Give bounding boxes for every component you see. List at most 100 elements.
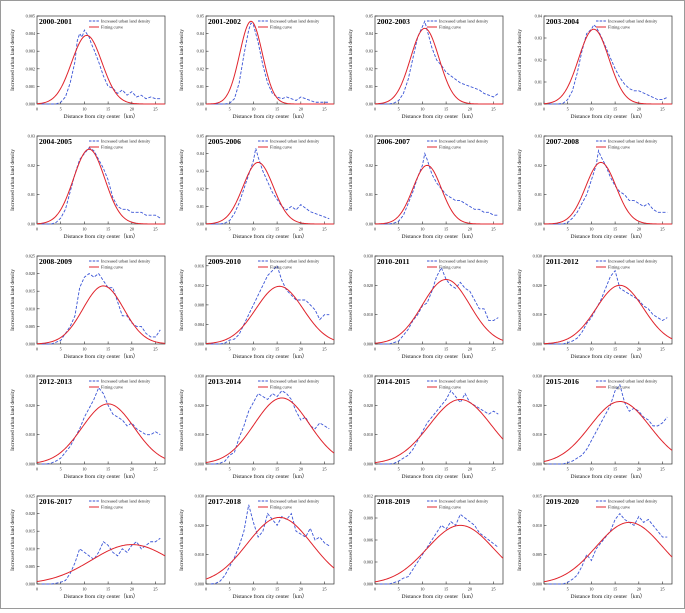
x-tick-label: 15	[613, 227, 617, 232]
y-tick-label: 0.010	[364, 312, 373, 317]
observed-density-line	[210, 504, 330, 585]
x-axis-label: Distance from city center（km）	[570, 353, 645, 360]
y-tick-label: 0.000	[195, 582, 204, 587]
x-axis-label: Distance from city center（km）	[63, 473, 138, 480]
observed-density-line	[41, 537, 161, 585]
x-tick-label: 15	[613, 467, 617, 472]
y-tick-label: 0.010	[533, 523, 542, 528]
x-tick-label: 0	[374, 347, 376, 352]
x-tick-label: 20	[130, 227, 134, 232]
x-tick-label: 0	[36, 467, 38, 472]
x-tick-label: 20	[130, 347, 134, 352]
x-tick-label: 25	[322, 107, 326, 112]
x-tick-label: 15	[444, 587, 448, 592]
fitting-curve-line	[205, 397, 335, 464]
plot-frame	[374, 135, 504, 225]
observed-density-line	[210, 22, 330, 105]
legend-fit-label: Fitting curve	[270, 265, 292, 270]
y-tick-label: 0.03	[28, 134, 35, 139]
legend-observed-label: Increased urban land density	[439, 379, 489, 384]
legend-fit-label: Fitting curve	[608, 505, 630, 510]
chart-panel-2004-2005: 0 5 10 15 20 25 0.00 0.01 0.02 0.03 2004-2005 Incre…	[10, 134, 166, 240]
y-tick-label: 0.02	[28, 163, 35, 168]
x-tick-label: 20	[637, 107, 641, 112]
x-axis-label: Distance from city center（km）	[232, 593, 307, 600]
y-tick-label: 0.010	[195, 552, 204, 557]
x-tick-label: 0	[205, 227, 207, 232]
y-tick-label: 0.020	[364, 283, 373, 288]
legend-fit-label: Fitting curve	[439, 25, 461, 30]
y-tick-label: 0.005	[26, 14, 35, 19]
y-tick-label: 0.00	[366, 102, 373, 107]
x-tick-label: 25	[660, 227, 664, 232]
x-tick-label: 10	[589, 347, 593, 352]
fitting-curve-line	[543, 521, 673, 583]
plot-frame	[36, 255, 166, 345]
x-tick-label: 25	[660, 587, 664, 592]
x-tick-label: 5	[567, 467, 569, 472]
chart-panel-2000-2001: 0 5 10 15 20 25 0.000 0.001 0.002 0.003 0.004 0.005…	[10, 14, 166, 120]
observed-density-line	[379, 389, 499, 465]
y-tick-label: 0.002	[26, 66, 35, 71]
x-tick-label: 15	[613, 347, 617, 352]
y-tick-label: 0.05	[197, 134, 204, 139]
y-tick-label: 0.00	[197, 102, 204, 107]
panel-title: 2013-2014	[208, 377, 241, 386]
legend-fit-label: Fitting curve	[270, 385, 292, 390]
y-tick-label: 0.01	[535, 80, 542, 85]
x-tick-label: 20	[637, 347, 641, 352]
y-tick-label: 0.003	[364, 560, 373, 565]
x-tick-label: 25	[153, 227, 157, 232]
legend-fit-label: Fitting curve	[608, 145, 630, 150]
legend-fit-label: Fitting curve	[101, 145, 123, 150]
x-tick-label: 15	[275, 347, 279, 352]
y-tick-label: 0.01	[366, 192, 373, 197]
x-tick-label: 0	[36, 347, 38, 352]
y-tick-label: 0.04	[197, 31, 205, 36]
x-tick-label: 5	[398, 107, 400, 112]
panel-title: 2011-2012	[546, 257, 579, 266]
x-tick-label: 10	[82, 347, 86, 352]
panel-title: 2004-2005	[39, 137, 72, 146]
y-axis-label: Increased urban land density	[179, 509, 185, 571]
y-tick-label: 0.030	[364, 374, 373, 379]
panel-title: 2014-2015	[377, 377, 410, 386]
x-tick-label: 10	[82, 467, 86, 472]
chart-panel-2018-2019: 0 5 10 15 20 25 0.000 0.003 0.006 0.009 0.012 2018-…	[348, 494, 504, 600]
legend-fit-label: Fitting curve	[101, 25, 123, 30]
observed-density-line	[41, 386, 161, 465]
x-axis-label: Distance from city center（km）	[401, 113, 476, 120]
legend-observed-label: Increased urban land density	[608, 139, 658, 144]
x-axis-label: Distance from city center（km）	[570, 113, 645, 120]
chart-panel-2005-2006: 0 5 10 15 20 25 0.00 0.01 0.02 0.03 0.04 0.05 2005-2…	[179, 134, 335, 240]
x-tick-label: 10	[589, 587, 593, 592]
x-tick-label: 25	[322, 227, 326, 232]
x-tick-label: 10	[82, 227, 86, 232]
y-tick-label: 0.008	[195, 302, 204, 307]
legend-observed-label: Increased urban land density	[439, 139, 489, 144]
x-axis-label: Distance from city center（km）	[232, 113, 307, 120]
fitting-curve-line	[374, 524, 504, 583]
y-axis-label: Increased urban land density	[348, 509, 354, 571]
chart-panel-2019-2020: 0 5 10 15 20 25 0.000 0.005 0.010 0.015 2019-2020 I…	[517, 494, 673, 600]
x-tick-label: 15	[275, 587, 279, 592]
legend-observed-label: Increased urban land density	[608, 259, 658, 264]
y-axis-label: Increased urban land density	[179, 269, 185, 331]
observed-density-line	[210, 148, 330, 225]
panel-title: 2018-2019	[377, 497, 410, 506]
x-tick-label: 20	[130, 467, 134, 472]
plot-frame	[36, 15, 166, 105]
y-tick-label: 0.020	[364, 403, 373, 408]
y-axis-label: Increased urban land density	[179, 29, 185, 91]
y-axis-label: Increased urban land density	[179, 389, 185, 451]
x-axis-label: Distance from city center（km）	[63, 593, 138, 600]
x-tick-label: 20	[468, 347, 472, 352]
y-tick-label: 0.01	[197, 84, 204, 89]
x-tick-label: 0	[36, 107, 38, 112]
y-tick-label: 0.010	[364, 432, 373, 437]
legend-fit-label: Fitting curve	[439, 505, 461, 510]
y-tick-label: 0.03	[197, 49, 204, 54]
y-tick-label: 0.020	[533, 403, 542, 408]
chart-panel-2012-2013: 0 5 10 15 20 25 0.000 0.010 0.020 0.030 2012-2013 I…	[10, 374, 166, 480]
